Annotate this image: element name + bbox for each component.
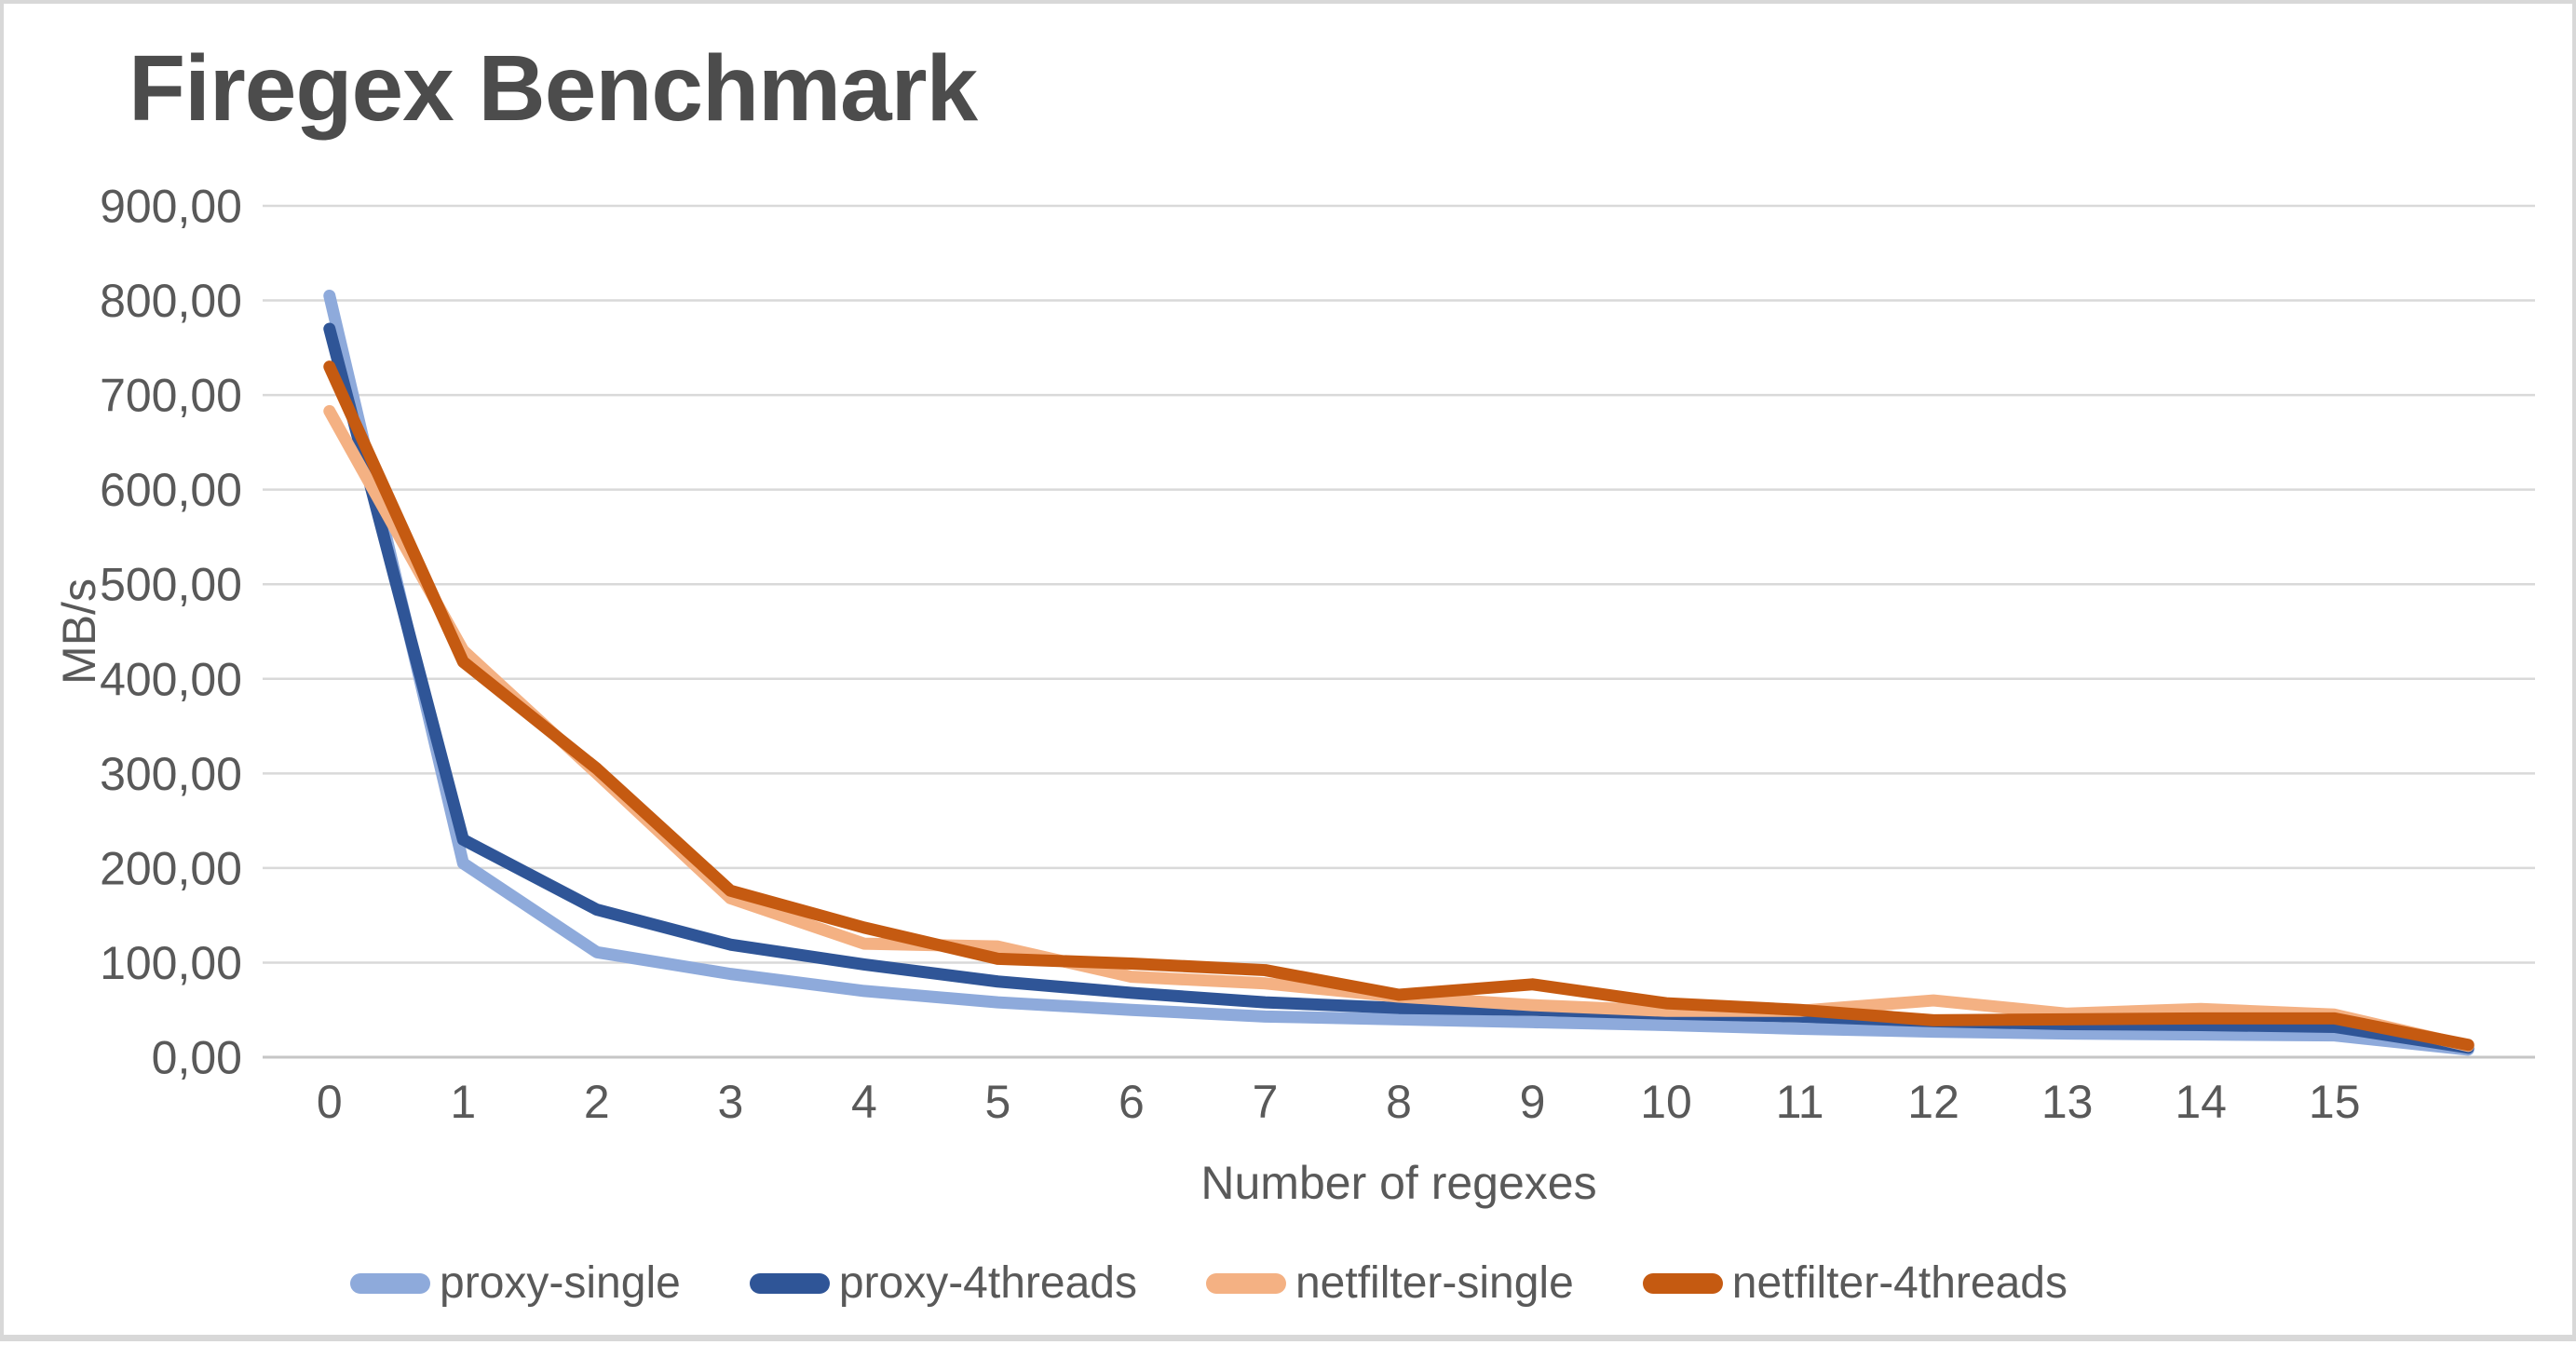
y-tick-label: 900,00 — [100, 181, 242, 233]
y-tick-label: 600,00 — [100, 464, 242, 516]
legend-label: proxy-single — [440, 1258, 681, 1308]
y-tick-label: 800,00 — [100, 275, 242, 327]
proxy-4threads-swatch-icon — [749, 1272, 830, 1294]
legend-item-netfilter-4threads[interactable]: netfilter-4threads — [1642, 1257, 2068, 1309]
y-axis-title: MB/s — [53, 578, 105, 685]
proxy-single-swatch-icon — [350, 1272, 431, 1294]
x-axis-title: Number of regexes — [1200, 1157, 1596, 1209]
x-tick-label: 4 — [851, 1076, 877, 1128]
legend-item-netfilter-single[interactable]: netfilter-single — [1205, 1257, 1574, 1309]
netfilter-4threads-swatch-icon — [1642, 1272, 1723, 1294]
x-tick-label: 12 — [1907, 1076, 1959, 1128]
y-tick-label: 700,00 — [100, 370, 242, 422]
x-tick-label: 0 — [317, 1076, 343, 1128]
x-tick-label: 13 — [2041, 1076, 2094, 1128]
legend-item-proxy-single[interactable]: proxy-single — [350, 1257, 681, 1309]
series-line-proxy-4threads — [323, 322, 2474, 1054]
y-tick-label: 100,00 — [100, 937, 242, 989]
y-tick-label: 500,00 — [100, 559, 242, 611]
series-line-proxy-single — [323, 289, 2474, 1056]
y-tick-label: 300,00 — [100, 748, 242, 800]
chart-legend: proxy-single proxy-4threads netfilter-si… — [0, 1257, 2493, 1309]
series-line-netfilter-single — [323, 404, 2474, 1053]
legend-label: proxy-4threads — [838, 1258, 1137, 1308]
x-tick-label: 7 — [1253, 1076, 1279, 1128]
x-tick-label: 15 — [2309, 1076, 2361, 1128]
benchmark-line-chart: 0,00 100,00 200,00 300,00 400,00 500,00 600,00… — [53, 181, 2535, 1209]
x-tick-label: 8 — [1386, 1076, 1412, 1128]
chart-title: Firegex Benchmark — [129, 36, 978, 141]
x-tick-label: 3 — [717, 1076, 743, 1128]
y-tick-label: 200,00 — [100, 842, 242, 894]
x-tick-label: 5 — [985, 1076, 1011, 1128]
legend-item-proxy-4threads[interactable]: proxy-4threads — [749, 1257, 1137, 1309]
legend-label: netfilter-4threads — [1731, 1258, 2068, 1308]
y-tick-label: 0,00 — [152, 1032, 242, 1084]
x-tick-label: 9 — [1520, 1076, 1546, 1128]
x-tick-label: 6 — [1119, 1076, 1145, 1128]
x-tick-label: 1 — [450, 1076, 476, 1128]
series-line-netfilter-4threads — [323, 360, 2474, 1052]
legend-label: netfilter-single — [1295, 1258, 1574, 1308]
x-tick-label: 10 — [1640, 1076, 1692, 1128]
y-tick-label: 400,00 — [100, 653, 242, 705]
netfilter-single-swatch-icon — [1205, 1272, 1286, 1294]
x-tick-label: 14 — [2175, 1076, 2227, 1128]
x-tick-label: 2 — [584, 1076, 610, 1128]
x-tick-label: 11 — [1776, 1076, 1824, 1128]
